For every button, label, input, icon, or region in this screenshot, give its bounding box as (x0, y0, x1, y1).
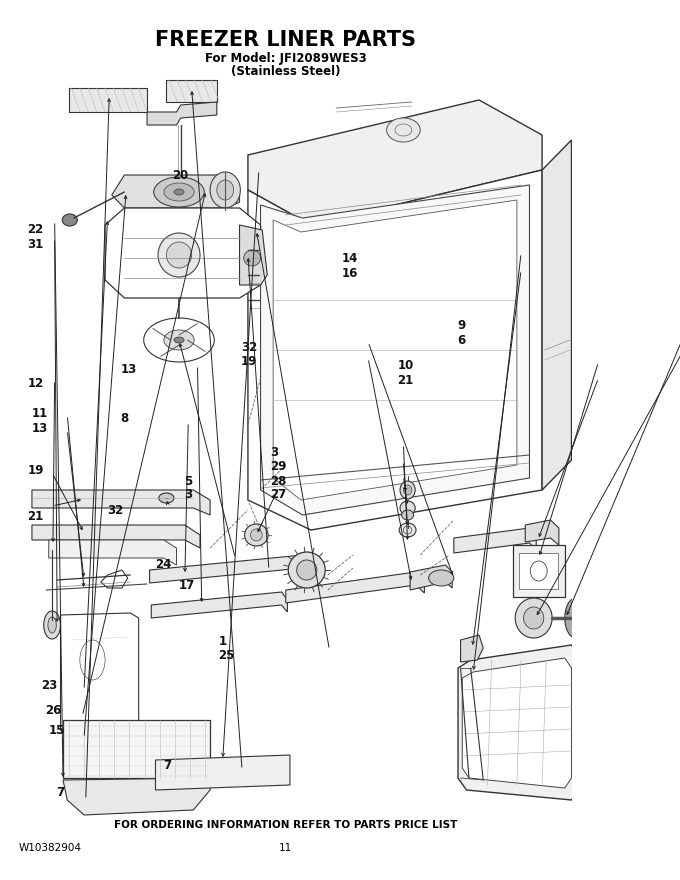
Text: 26: 26 (45, 704, 61, 717)
Text: 27: 27 (270, 488, 286, 502)
Ellipse shape (167, 242, 192, 268)
Ellipse shape (399, 523, 416, 537)
Text: 21: 21 (27, 510, 44, 524)
Polygon shape (63, 720, 210, 778)
Ellipse shape (48, 617, 56, 633)
Polygon shape (32, 490, 210, 515)
Text: 13: 13 (121, 363, 137, 377)
Text: 1: 1 (218, 635, 226, 649)
Text: 3: 3 (184, 488, 192, 502)
Polygon shape (542, 140, 571, 490)
Ellipse shape (288, 552, 325, 588)
Text: 32: 32 (241, 341, 258, 354)
Polygon shape (63, 778, 210, 815)
Text: 32: 32 (107, 504, 124, 517)
Polygon shape (151, 592, 288, 618)
Text: FREEZER LINER PARTS: FREEZER LINER PARTS (155, 30, 416, 50)
Ellipse shape (387, 118, 420, 142)
Ellipse shape (159, 493, 174, 503)
Polygon shape (156, 755, 290, 790)
Ellipse shape (174, 337, 184, 343)
Text: 3: 3 (270, 446, 278, 459)
Ellipse shape (243, 250, 260, 266)
Text: 28: 28 (270, 475, 286, 488)
Ellipse shape (515, 598, 552, 638)
Ellipse shape (44, 611, 61, 639)
Polygon shape (61, 613, 139, 735)
Text: 12: 12 (27, 377, 44, 390)
Text: 25: 25 (218, 649, 235, 663)
Text: (Stainless Steel): (Stainless Steel) (231, 65, 341, 78)
Text: 16: 16 (342, 267, 358, 280)
Polygon shape (458, 645, 580, 800)
Text: 31: 31 (27, 238, 44, 251)
Bar (520, 553, 558, 589)
Text: For Model: JFI2089WES3: For Model: JFI2089WES3 (205, 52, 367, 65)
Text: 15: 15 (48, 724, 65, 737)
Polygon shape (286, 572, 424, 603)
Polygon shape (462, 658, 571, 788)
Text: 8: 8 (120, 412, 129, 425)
Polygon shape (248, 100, 542, 225)
Polygon shape (525, 520, 559, 545)
Text: 10: 10 (397, 359, 413, 372)
Text: 13: 13 (31, 422, 48, 436)
Polygon shape (32, 525, 200, 548)
Polygon shape (105, 208, 260, 298)
Ellipse shape (164, 330, 194, 350)
Text: 14: 14 (342, 252, 358, 265)
Ellipse shape (154, 177, 204, 207)
Text: 5: 5 (184, 475, 192, 488)
Text: 7: 7 (163, 759, 171, 772)
Text: 20: 20 (173, 169, 189, 182)
Text: 23: 23 (41, 679, 57, 693)
Text: 17: 17 (178, 579, 194, 592)
Polygon shape (460, 635, 483, 662)
Polygon shape (112, 175, 239, 208)
Polygon shape (69, 88, 147, 112)
Bar (513, 545, 565, 597)
Text: 9: 9 (457, 319, 465, 333)
Text: 29: 29 (270, 460, 286, 473)
Polygon shape (150, 555, 309, 583)
Text: 11: 11 (31, 407, 48, 421)
Polygon shape (273, 200, 517, 500)
Text: 24: 24 (156, 558, 172, 571)
Ellipse shape (296, 560, 317, 580)
Ellipse shape (565, 598, 587, 638)
Ellipse shape (143, 318, 214, 362)
Ellipse shape (210, 172, 240, 208)
Ellipse shape (174, 189, 184, 195)
Polygon shape (239, 225, 267, 285)
Polygon shape (167, 80, 217, 102)
Text: 19: 19 (241, 355, 258, 368)
Ellipse shape (524, 607, 544, 629)
Ellipse shape (164, 183, 194, 201)
Polygon shape (49, 540, 177, 565)
Polygon shape (410, 565, 452, 590)
Polygon shape (101, 570, 128, 588)
Text: 6: 6 (457, 334, 465, 348)
Ellipse shape (158, 233, 200, 277)
Polygon shape (248, 170, 542, 530)
Ellipse shape (428, 570, 454, 586)
Ellipse shape (245, 524, 268, 546)
Ellipse shape (62, 214, 78, 226)
Ellipse shape (217, 180, 234, 200)
Ellipse shape (402, 510, 413, 520)
Ellipse shape (400, 501, 415, 515)
Ellipse shape (400, 481, 415, 499)
Text: FOR ORDERING INFORMATION REFER TO PARTS PRICE LIST: FOR ORDERING INFORMATION REFER TO PARTS … (114, 820, 458, 830)
Polygon shape (147, 102, 217, 125)
Text: W10382904: W10382904 (18, 843, 82, 853)
Ellipse shape (403, 485, 412, 495)
Text: 11: 11 (279, 843, 292, 853)
Polygon shape (260, 185, 530, 515)
Text: 22: 22 (27, 223, 44, 236)
Text: 7: 7 (56, 786, 64, 799)
Text: 21: 21 (397, 374, 413, 387)
Ellipse shape (250, 529, 262, 541)
Text: 19: 19 (27, 464, 44, 477)
Polygon shape (454, 528, 537, 553)
